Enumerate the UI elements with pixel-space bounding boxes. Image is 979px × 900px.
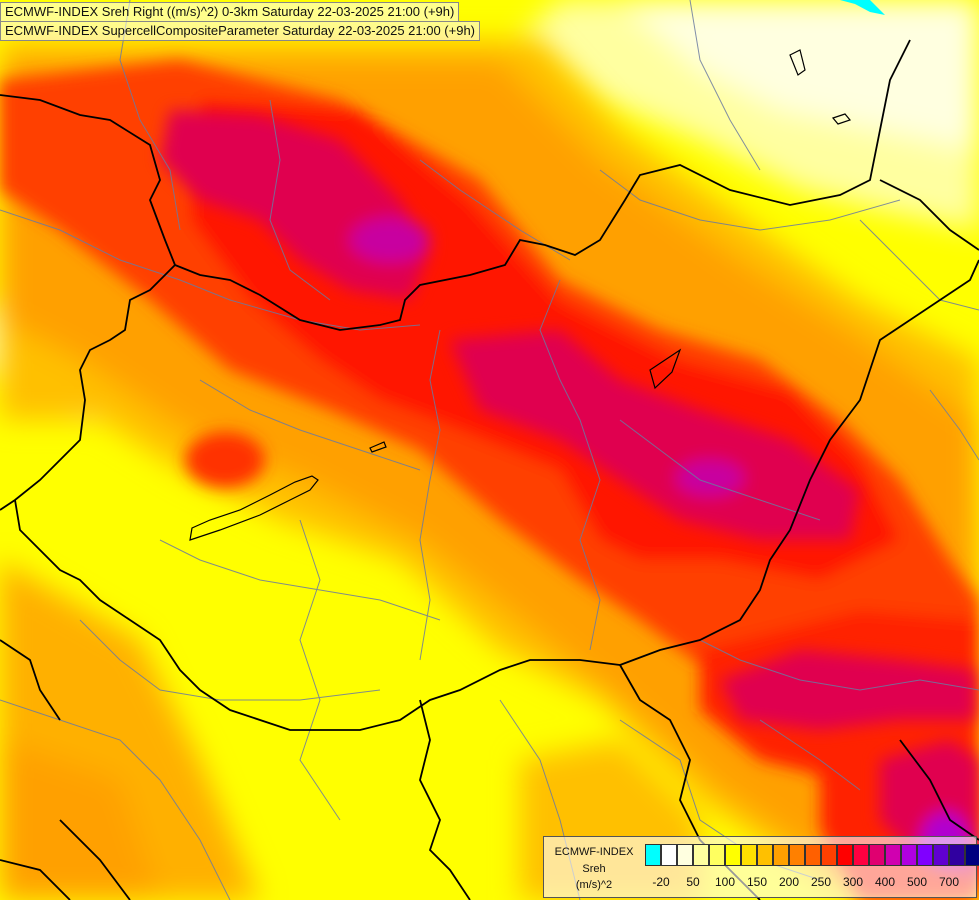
- legend-swatch: [869, 844, 885, 866]
- legend-swatch: [645, 844, 661, 866]
- legend-tick-label: 700: [938, 875, 960, 889]
- legend-tick-label: 200: [778, 875, 800, 889]
- legend-swatch: [837, 844, 853, 866]
- legend-swatch: [821, 844, 837, 866]
- legend-tick-label: 100: [714, 875, 736, 889]
- legend-tick-label: 300: [842, 875, 864, 889]
- legend-swatch: [757, 844, 773, 866]
- low-cyan-patch: [840, 0, 885, 15]
- legend-swatch: [677, 844, 693, 866]
- legend-swatch: [901, 844, 917, 866]
- legend-swatch: [965, 844, 979, 866]
- legend-tick-label: 150: [746, 875, 768, 889]
- legend-swatch: [885, 844, 901, 866]
- very-high-value-field: [160, 110, 979, 880]
- legend-swatch: [725, 844, 741, 866]
- map-title-line-2: ECMWF-INDEX SupercellCompositeParameter …: [0, 21, 481, 41]
- legend-ticks: -20 50 100 150 200 250 300 400 500 700: [645, 875, 970, 891]
- legend-swatch: [773, 844, 789, 866]
- legend-tick-label: 250: [810, 875, 832, 889]
- legend-swatch: [853, 844, 869, 866]
- legend-title: ECMWF-INDEX: [554, 846, 634, 858]
- legend-tick-label: 50: [686, 875, 700, 889]
- legend-swatch: [741, 844, 757, 866]
- lake-outlines: [189, 49, 852, 541]
- legend-tick-label: 500: [906, 875, 928, 889]
- legend-swatch: [917, 844, 933, 866]
- legend-variable: Sreh: [582, 863, 606, 875]
- legend-swatch: [949, 844, 965, 866]
- map-title-line-1: ECMWF-INDEX Sreh Right ((m/s)^2) 0-3km S…: [0, 2, 460, 22]
- legend-swatch: [789, 844, 805, 866]
- legend-swatches: [645, 844, 979, 866]
- legend-unit: (m/s)^2: [575, 879, 613, 891]
- color-legend: ECMWF-INDEX Sreh (m/s)^2 -20 50 100 150 200 2…: [543, 836, 979, 898]
- legend-swatch: [805, 844, 821, 866]
- legend-swatch: [933, 844, 949, 866]
- legend-swatch: [693, 844, 709, 866]
- legend-tick-label: -20: [652, 875, 670, 889]
- legend-swatch: [709, 844, 725, 866]
- legend-swatch: [661, 844, 677, 866]
- legend-tick-label: 400: [874, 875, 896, 889]
